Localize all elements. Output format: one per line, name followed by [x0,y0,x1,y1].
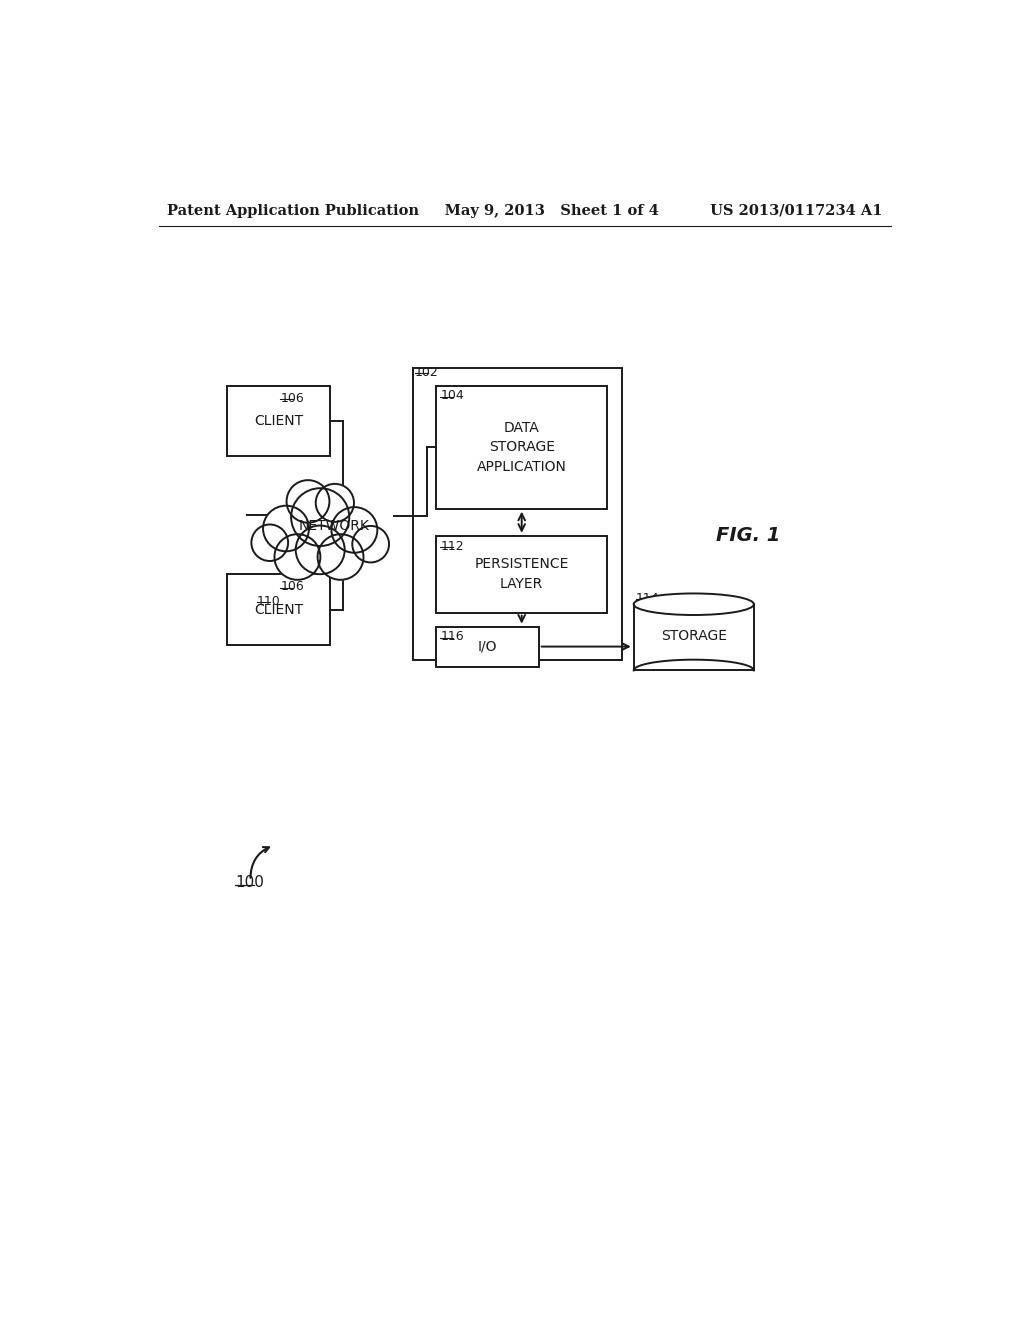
Circle shape [352,525,389,562]
Circle shape [315,484,354,521]
Text: DATA
STORAGE
APPLICATION: DATA STORAGE APPLICATION [477,421,566,474]
Text: 106: 106 [281,581,304,594]
Text: STORAGE: STORAGE [660,628,727,643]
Circle shape [274,535,321,579]
Text: 102: 102 [415,366,438,379]
Text: NETWORK: NETWORK [299,519,370,533]
Bar [634,605,754,671]
Ellipse shape [634,594,754,615]
Circle shape [296,525,345,574]
Text: 114: 114 [636,591,659,605]
Text: CLIENT: CLIENT [254,414,303,428]
Circle shape [291,488,349,546]
Text: FIG. 1: FIG. 1 [716,527,780,545]
Text: I/O: I/O [478,640,498,653]
Text: 110: 110 [257,595,281,609]
Bar [436,536,607,612]
Bar [436,627,539,667]
Circle shape [332,507,377,553]
Text: Patent Application Publication     May 9, 2013   Sheet 1 of 4          US 2013/0: Patent Application Publication May 9, 20… [167,203,883,218]
Circle shape [263,506,309,552]
Text: CLIENT: CLIENT [254,603,303,616]
Bar [436,385,607,508]
Text: 106: 106 [281,392,304,405]
Circle shape [317,535,364,579]
Text: 112: 112 [440,540,464,553]
Bar [227,574,330,645]
Bar [227,385,330,457]
Bar [414,368,623,660]
Text: 100: 100 [234,875,264,890]
Text: 116: 116 [440,631,464,643]
Text: PERSISTENCE
LAYER: PERSISTENCE LAYER [474,557,569,591]
Text: 104: 104 [440,389,464,403]
Circle shape [287,480,330,523]
Circle shape [251,524,288,561]
